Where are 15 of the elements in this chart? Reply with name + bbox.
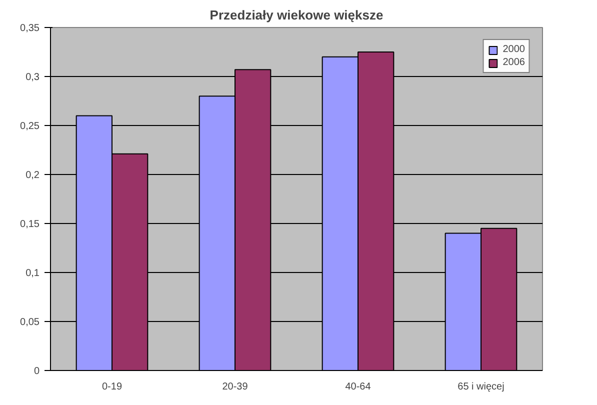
y-tick-label: 0,35 — [20, 23, 40, 34]
x-tick-label: 65 i więcej — [458, 382, 504, 392]
y-tick-label: 0 — [34, 366, 40, 377]
chart-title: Przedziały wiekowe większe — [210, 8, 384, 22]
y-tick-label: 0,3 — [26, 72, 40, 83]
x-tick-label: 20-39 — [222, 382, 248, 392]
x-tick-label: 40-64 — [345, 382, 372, 392]
legend-label: 2000 — [502, 44, 525, 55]
legend-label: 2006 — [502, 57, 525, 68]
y-tick-label: 0,05 — [20, 317, 40, 328]
y-tick-label: 0,1 — [26, 268, 40, 279]
y-tick-label: 0,15 — [20, 219, 40, 230]
y-tick-label: 0,2 — [26, 170, 40, 181]
x-tick-label: 0-19 — [102, 382, 122, 392]
y-tick-label: 0,25 — [20, 121, 40, 132]
